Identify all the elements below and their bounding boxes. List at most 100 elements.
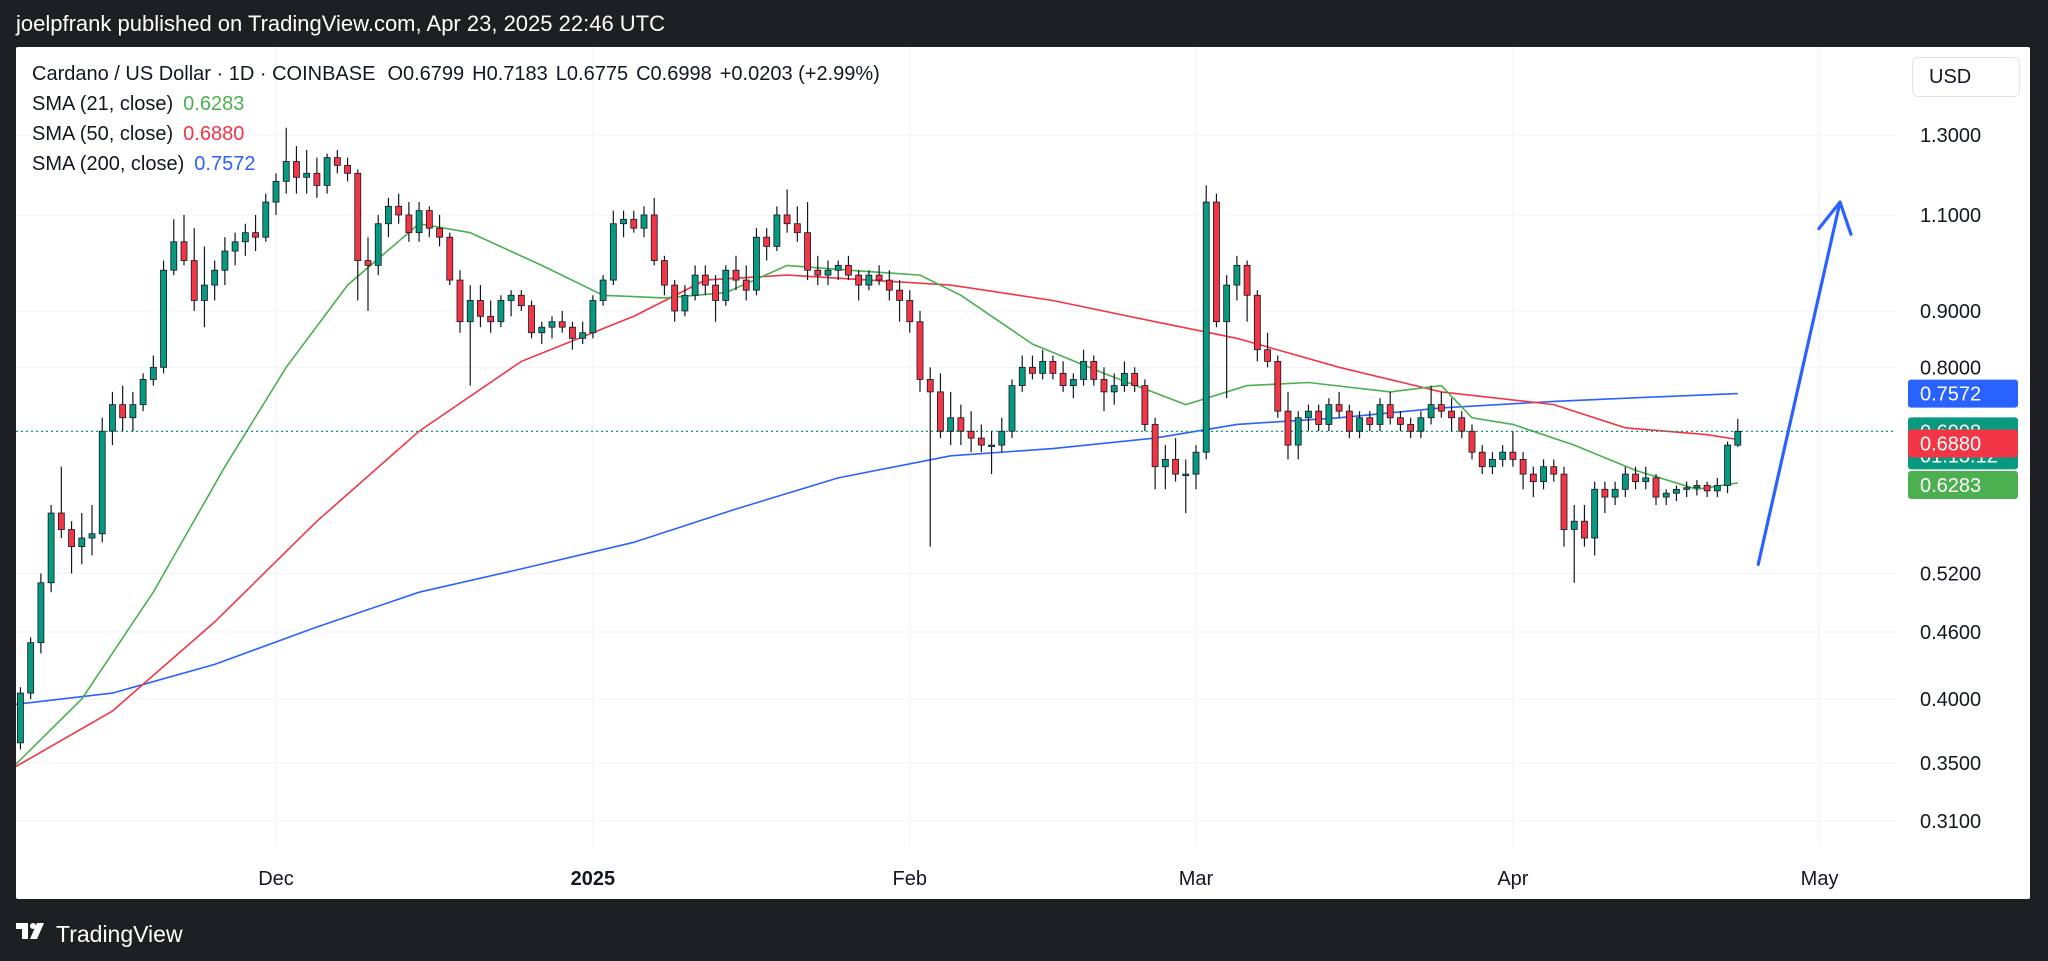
- candle[interactable]: [1018, 355, 1026, 392]
- candle[interactable]: [977, 424, 985, 453]
- candle[interactable]: [1703, 481, 1711, 498]
- candle[interactable]: [1693, 480, 1701, 496]
- candle[interactable]: [78, 513, 86, 565]
- candle[interactable]: [1601, 481, 1609, 514]
- candle[interactable]: [1478, 445, 1486, 475]
- candle[interactable]: [1560, 466, 1568, 547]
- candle[interactable]: [957, 404, 965, 446]
- candle[interactable]: [1325, 398, 1333, 432]
- candle[interactable]: [405, 202, 413, 242]
- candle[interactable]: [1253, 290, 1261, 362]
- candle[interactable]: [1151, 417, 1159, 490]
- candle[interactable]: [1509, 431, 1517, 467]
- candle[interactable]: [1131, 367, 1139, 392]
- candle[interactable]: [487, 300, 495, 333]
- candle[interactable]: [180, 214, 188, 266]
- candle[interactable]: [303, 149, 311, 194]
- candle[interactable]: [528, 300, 535, 339]
- candle[interactable]: [68, 521, 75, 574]
- candle[interactable]: [252, 214, 259, 252]
- candle[interactable]: [896, 280, 903, 322]
- candle[interactable]: [17, 687, 24, 750]
- candle[interactable]: [149, 355, 157, 386]
- candle[interactable]: [937, 373, 944, 439]
- candle[interactable]: [1366, 411, 1374, 432]
- candle[interactable]: [1345, 404, 1353, 439]
- candle[interactable]: [1581, 504, 1588, 547]
- candle[interactable]: [1161, 445, 1169, 490]
- candle[interactable]: [1376, 398, 1384, 432]
- candle[interactable]: [1243, 260, 1251, 322]
- candle[interactable]: [875, 265, 883, 286]
- candle[interactable]: [1233, 255, 1241, 301]
- candle[interactable]: [1172, 438, 1179, 482]
- candle[interactable]: [1468, 424, 1476, 460]
- candle[interactable]: [824, 260, 832, 286]
- price-chart[interactable]: 1.3000 1.1000 0.9000 0.8000 0.5200 0.4600 0.40…: [16, 47, 2030, 899]
- candle[interactable]: [967, 411, 975, 453]
- candle[interactable]: [1029, 355, 1036, 380]
- candle[interactable]: [804, 202, 811, 281]
- candle[interactable]: [507, 290, 515, 317]
- legend-sma50-row[interactable]: SMA (50, close) 0.6880: [32, 119, 880, 149]
- candle[interactable]: [1642, 466, 1650, 490]
- candle[interactable]: [1080, 349, 1087, 386]
- tradingview-logo[interactable]: TradingView: [16, 920, 183, 948]
- candle[interactable]: [374, 214, 382, 276]
- candle[interactable]: [783, 189, 791, 233]
- candle[interactable]: [569, 321, 576, 350]
- candle[interactable]: [1632, 466, 1639, 490]
- legend-symbol[interactable]: Cardano / US Dollar · 1D · COINBASE: [32, 63, 376, 85]
- candle[interactable]: [477, 285, 484, 328]
- candle[interactable]: [548, 316, 556, 339]
- candle[interactable]: [1417, 411, 1425, 439]
- candle[interactable]: [129, 391, 137, 432]
- candle[interactable]: [27, 637, 35, 700]
- candle[interactable]: [88, 504, 96, 556]
- candle[interactable]: [814, 255, 822, 286]
- candle[interactable]: [221, 237, 229, 286]
- candle[interactable]: [1662, 489, 1670, 505]
- candle[interactable]: [1448, 398, 1455, 432]
- candle[interactable]: [1284, 391, 1292, 460]
- candle[interactable]: [1090, 355, 1098, 386]
- candle[interactable]: [742, 265, 750, 301]
- candle[interactable]: [354, 169, 362, 301]
- candle[interactable]: [415, 202, 423, 242]
- candle[interactable]: [139, 373, 147, 412]
- candle[interactable]: [1305, 404, 1312, 432]
- candle[interactable]: [517, 290, 525, 311]
- candle[interactable]: [753, 228, 760, 296]
- candle[interactable]: [1039, 349, 1047, 380]
- candle[interactable]: [170, 219, 178, 276]
- candle[interactable]: [661, 255, 668, 296]
- candle[interactable]: [211, 260, 219, 301]
- candle[interactable]: [47, 504, 55, 593]
- candle[interactable]: [1213, 193, 1220, 328]
- candle[interactable]: [712, 275, 719, 322]
- candle[interactable]: [1570, 504, 1578, 583]
- candle[interactable]: [119, 385, 127, 432]
- candle[interactable]: [998, 417, 1006, 453]
- candle[interactable]: [988, 431, 995, 475]
- candle[interactable]: [773, 206, 781, 252]
- candle[interactable]: [37, 573, 45, 654]
- candle[interactable]: [845, 255, 852, 281]
- candle[interactable]: [1008, 379, 1016, 439]
- candle[interactable]: [231, 232, 239, 266]
- candle[interactable]: [109, 391, 116, 446]
- candle[interactable]: [722, 265, 730, 306]
- candle[interactable]: [333, 149, 341, 174]
- candle[interactable]: [160, 260, 167, 374]
- candle[interactable]: [1059, 361, 1067, 392]
- chart-panel[interactable]: 1.3000 1.1000 0.9000 0.8000 0.5200 0.4600 0.40…: [16, 47, 2030, 899]
- candle[interactable]: [1223, 275, 1231, 399]
- candle[interactable]: [364, 237, 372, 311]
- candle[interactable]: [906, 290, 914, 333]
- candle[interactable]: [1182, 459, 1190, 514]
- candle[interactable]: [395, 193, 403, 224]
- candle[interactable]: [1407, 417, 1415, 439]
- candle[interactable]: [1386, 391, 1394, 425]
- candle[interactable]: [1458, 411, 1466, 439]
- candle[interactable]: [262, 193, 270, 242]
